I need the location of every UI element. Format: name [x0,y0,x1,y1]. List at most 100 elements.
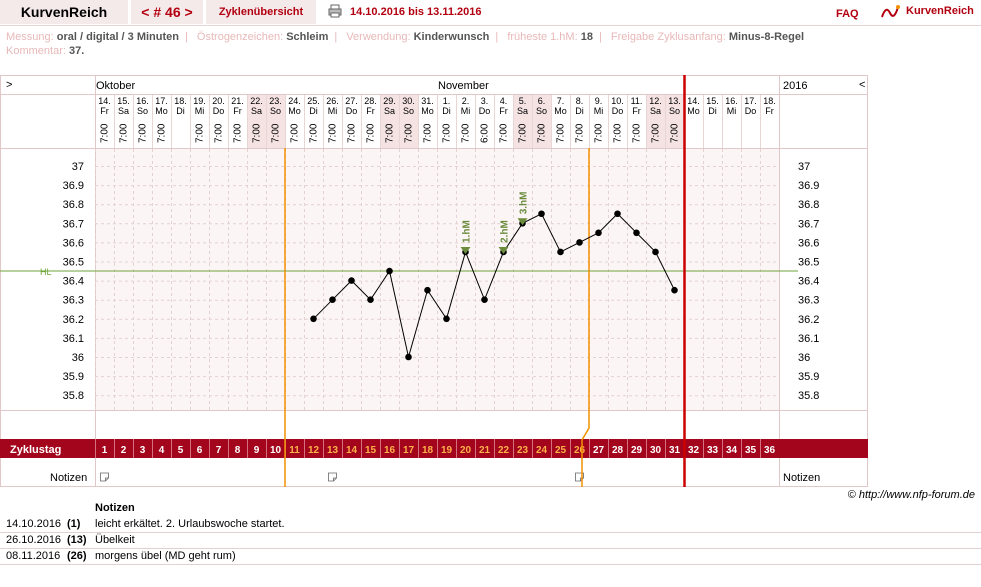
hm-label: früheste 1.hM: [507,31,578,43]
note-text: morgens übel (MD geht rum) [95,550,236,562]
weekday-label: Fr [632,106,641,116]
meta-row-2: Kommentar: 37. [6,45,84,57]
temperature-point [386,267,393,275]
day-label: 19. [193,96,206,106]
y-tick-label: 36.4 [63,276,84,288]
weekday-label: Di [575,106,584,116]
cycle-day-label: 18 [422,445,434,456]
verwendung-value: Kinderwunsch [413,31,490,43]
hm-value: 18 [580,31,593,43]
day-label: 25. [307,96,320,106]
y-tick-label: 36.9 [63,180,84,192]
day-label: 2. [462,96,470,106]
cycle-day-label: 33 [707,445,719,456]
cycle-overview-link[interactable]: Zyklenübersicht [206,0,317,24]
note-row: 26.10.2016 (13) Übelkeit [0,532,981,549]
logo-text[interactable]: KurvenReich [906,5,974,17]
cycle-day-label: 16 [384,445,396,456]
kommentar-label: Kommentar: [6,45,66,57]
cycle-day-label: 2 [121,445,127,456]
weekday-label: Di [176,106,185,116]
cycle-day-label: 13 [327,445,339,456]
cycle-day-label: 6 [197,445,203,456]
weekday-label: Mi [195,106,205,116]
y-tick-label: 36 [72,352,84,364]
time-label: 6:00 [480,123,491,143]
weekday-label: Do [213,106,225,116]
time-label: 7:00 [423,123,434,143]
weekend-header-cell [646,95,665,148]
weekday-label: Di [442,106,451,116]
weekday-label: Mo [421,106,434,116]
weekday-label: Mi [594,106,604,116]
temperature-point [576,239,583,246]
y-tick-label-right: 35.9 [798,371,819,383]
weekday-label: So [536,106,547,116]
y-tick-label: 36.7 [63,218,84,230]
hl-label: HL [40,267,52,277]
month-label: Oktober [96,80,135,92]
day-label: 10. [611,96,624,106]
day-label: 13. [668,96,681,106]
temperature-point [405,353,412,361]
day-label: 24. [288,96,301,106]
day-label: 26. [326,96,339,106]
hm-label: 2.hM [500,220,511,243]
y-tick-label: 36.8 [63,199,84,211]
day-label: 16. [136,96,149,106]
temperature-point [329,296,336,304]
cycle-day-label: 23 [517,445,529,456]
year-label: 2016 [783,80,807,92]
cycle-day-label: 8 [235,445,241,456]
note-row: 14.10.2016 (1) leicht erkältet. 2. Urlau… [0,516,981,533]
cycle-nav-button[interactable]: < # 46 > [131,0,204,24]
hm-label: 3.hM [519,192,530,215]
temperature-point [348,277,355,284]
note-date: 26.10.2016 [6,534,62,546]
freigabe-value: Minus-8-Regel [728,31,805,43]
brand-tab[interactable]: KurvenReich [0,0,129,24]
cycle-day-label: 28 [612,445,624,456]
faq-link[interactable]: FAQ [836,8,859,20]
temperature-point [424,286,431,294]
notes-header: Notizen [95,502,135,514]
note-cycle: (1) [67,518,81,530]
kurvenreich-logo-icon[interactable] [880,3,900,21]
oestrogen-label: Östrogenzeichen: [196,31,284,43]
weekday-label: Fr [366,106,375,116]
time-label: 7:00 [252,123,263,143]
weekday-label: Di [309,106,318,116]
cycle-day-label: 31 [669,445,681,456]
day-label: 22. [250,96,263,106]
note-date: 08.11.2016 [6,550,61,562]
hm-marker [460,246,471,254]
messung-value: oral / digital / 3 Minuten [56,31,179,43]
day-label: 14. [98,96,111,106]
day-label: 17. [155,96,168,106]
cycle-day-label: 25 [555,445,567,456]
cycle-day-label: 22 [498,445,510,456]
weekend-header-cell [399,95,418,148]
day-label: 21. [231,96,244,106]
weekend-header-cell [266,95,285,148]
weekday-label: Mi [461,106,471,116]
note-date: 14.10.2016 [6,518,62,530]
cycle-day-label: 21 [479,445,491,456]
weekday-label: Fr [765,106,774,116]
temperature-point [614,210,621,218]
note-cycle: (26) [67,550,87,562]
day-label: 3. [481,96,489,106]
day-label: 31. [421,96,434,106]
time-label: 7:00 [119,123,130,143]
y-tick-label-right: 36.7 [798,218,819,230]
printer-icon[interactable] [328,4,342,18]
day-label: 30. [402,96,415,106]
day-label: 18. [763,96,776,106]
weekend-header-cell [532,95,551,148]
temperature-point [633,229,640,237]
note-text: Übelkeit [95,534,135,546]
time-label: 7:00 [575,123,586,143]
cycle-day-label: 9 [254,445,260,456]
time-label: 7:00 [328,123,339,143]
cycle-day-label: 34 [726,445,738,456]
